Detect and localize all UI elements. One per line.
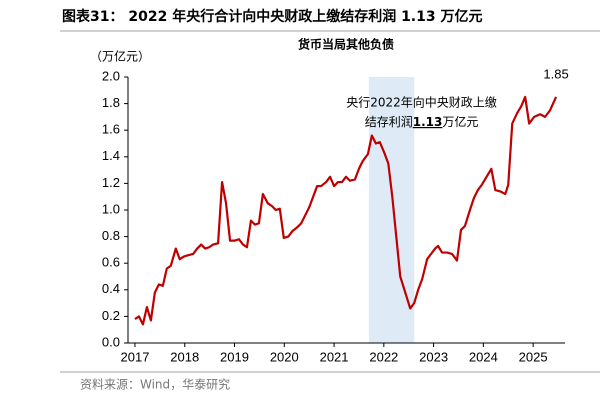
y-tick-label: 1.0 [102, 201, 120, 216]
x-tick-label: 2023 [419, 349, 448, 364]
annotation-line2: 结存利润1.13万亿元 [365, 114, 479, 129]
x-tick-label: 2019 [220, 349, 249, 364]
source: 资料来源：Wind，华泰研究 [80, 377, 230, 392]
y-tick-label: 0.2 [102, 308, 120, 323]
annotation-value: 1.13 [413, 115, 443, 129]
y-tick-label: 0.6 [102, 255, 120, 270]
x-tick-label: 2021 [320, 349, 349, 364]
annotation-line1: 央行2022年向中央财政上缴 [346, 95, 497, 110]
y-axis-label: （万亿元） [90, 49, 150, 64]
x-tick-label: 2020 [270, 349, 299, 364]
x-tick-label: 2017 [121, 349, 150, 364]
y-tick-label: 2.0 [102, 68, 120, 83]
y-tick-label: 1.6 [102, 122, 120, 137]
y-tick-label: 0.4 [102, 281, 120, 296]
x-tick-label: 2022 [369, 349, 398, 364]
annotation-unit: 万亿元 [442, 114, 478, 129]
chart-title: 图表31： 2022 年央行合计向中央财政上缴结存利润 1.13 万亿元 [62, 8, 482, 25]
y-tick-label: 0.0 [102, 334, 120, 349]
y-tick-label: 1.4 [102, 148, 120, 163]
chart-subtitle: 货币当局其他负债 [298, 37, 394, 52]
annotation-text: 结存利润 [365, 115, 413, 129]
end-value-label: 1.85 [543, 66, 568, 81]
y-tick-label: 1.2 [102, 175, 120, 190]
y-tick-label: 0.8 [102, 228, 120, 243]
x-tick-label: 2024 [469, 349, 498, 364]
y-tick-label: 1.8 [102, 95, 120, 110]
x-tick-label: 2018 [170, 349, 199, 364]
line-series [134, 95, 558, 326]
x-tick-label: 2025 [519, 349, 548, 364]
